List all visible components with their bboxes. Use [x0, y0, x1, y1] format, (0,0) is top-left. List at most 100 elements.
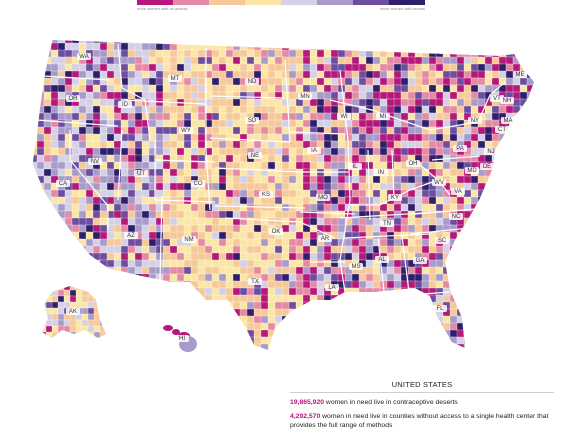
county-tile[interactable] — [106, 182, 116, 192]
county-tile[interactable] — [127, 336, 137, 347]
county-tile[interactable] — [491, 280, 501, 291]
county-tile[interactable] — [533, 84, 543, 95]
county-tile[interactable] — [309, 322, 319, 332]
county-tile[interactable] — [120, 280, 133, 293]
county-tile[interactable] — [274, 343, 285, 355]
county-tile[interactable] — [30, 63, 39, 73]
county-tile[interactable] — [477, 238, 488, 250]
county-tile[interactable] — [470, 245, 483, 257]
alaska-region-tile[interactable] — [99, 337, 109, 346]
county-tile[interactable] — [449, 42, 461, 54]
county-tile[interactable] — [337, 301, 349, 313]
county-tile[interactable] — [428, 322, 440, 333]
county-tile[interactable] — [372, 315, 383, 328]
alaska-region-tile[interactable] — [63, 337, 74, 345]
county-tile[interactable] — [512, 168, 524, 180]
county-tile[interactable] — [498, 182, 508, 193]
county-tile[interactable] — [106, 329, 116, 341]
county-tile[interactable] — [498, 140, 511, 152]
county-tile[interactable] — [163, 351, 171, 361]
county-tile[interactable] — [393, 294, 404, 308]
county-tile[interactable] — [120, 294, 131, 307]
county-tile[interactable] — [484, 196, 497, 210]
county-tile[interactable] — [519, 175, 530, 185]
county-tile[interactable] — [183, 308, 196, 318]
county-tile[interactable] — [232, 322, 244, 335]
county-tile[interactable] — [505, 175, 517, 188]
county-tile[interactable] — [162, 336, 176, 349]
county-tile[interactable] — [505, 36, 519, 45]
county-tile[interactable] — [393, 343, 403, 354]
county-tile[interactable] — [85, 98, 95, 108]
county-tile[interactable] — [330, 36, 340, 45]
county-tile[interactable] — [505, 301, 517, 311]
county-tile[interactable] — [533, 105, 542, 117]
county-tile[interactable] — [281, 322, 293, 335]
county-tile[interactable] — [309, 126, 319, 136]
county-tile[interactable] — [36, 217, 47, 228]
county-tile[interactable] — [197, 322, 207, 333]
county-tile[interactable] — [211, 36, 222, 46]
county-tile[interactable] — [155, 336, 167, 346]
county-tile[interactable] — [184, 351, 193, 359]
county-tile[interactable] — [442, 133, 452, 143]
county-tile[interactable] — [260, 343, 270, 355]
county-tile[interactable] — [50, 280, 60, 291]
county-tile[interactable] — [519, 196, 532, 209]
county-tile[interactable] — [519, 147, 530, 160]
county-tile[interactable] — [36, 273, 50, 285]
county-tile[interactable] — [351, 294, 361, 305]
county-tile[interactable] — [372, 322, 384, 333]
county-tile[interactable] — [113, 287, 124, 299]
county-tile[interactable] — [491, 273, 501, 283]
county-tile[interactable] — [373, 351, 384, 360]
county-tile[interactable] — [64, 343, 77, 353]
county-tile[interactable] — [344, 322, 355, 332]
county-tile[interactable] — [43, 224, 54, 236]
county-tile[interactable] — [456, 231, 466, 242]
county-tile[interactable] — [435, 336, 445, 348]
county-tile[interactable] — [211, 343, 224, 355]
county-tile[interactable] — [421, 336, 432, 349]
county-tile[interactable] — [148, 343, 160, 353]
county-tile[interactable] — [316, 315, 327, 328]
county-tile[interactable] — [519, 280, 530, 290]
county-tile[interactable] — [43, 245, 56, 258]
county-tile[interactable] — [106, 315, 118, 328]
county-tile[interactable] — [519, 140, 531, 151]
county-tile[interactable] — [358, 294, 369, 305]
county-tile[interactable] — [127, 273, 138, 286]
county-tile[interactable] — [533, 196, 545, 207]
county-tile[interactable] — [393, 315, 406, 327]
county-tile[interactable] — [478, 351, 487, 362]
county-tile[interactable] — [414, 322, 424, 333]
county-tile[interactable] — [127, 322, 140, 332]
county-tile[interactable] — [155, 343, 168, 355]
county-tile[interactable] — [519, 161, 529, 171]
county-tile[interactable] — [505, 238, 517, 248]
county-tile[interactable] — [316, 56, 326, 66]
county-tile[interactable] — [512, 308, 523, 320]
county-tile[interactable] — [254, 351, 264, 359]
county-tile[interactable] — [85, 336, 95, 349]
county-tile[interactable] — [386, 336, 397, 349]
county-tile[interactable] — [477, 336, 489, 346]
county-tile[interactable] — [484, 231, 494, 242]
county-tile[interactable] — [533, 217, 544, 230]
county-tile[interactable] — [302, 329, 313, 342]
county-tile[interactable] — [30, 70, 39, 80]
county-tile[interactable] — [386, 77, 396, 87]
county-tile[interactable] — [477, 259, 491, 269]
county-tile[interactable] — [330, 322, 343, 335]
county-tile[interactable] — [43, 98, 53, 108]
county-tile[interactable] — [106, 63, 116, 73]
county-tile[interactable] — [113, 336, 126, 347]
county-tile[interactable] — [519, 49, 529, 61]
county-tile[interactable] — [505, 42, 517, 52]
county-tile[interactable] — [442, 36, 455, 47]
county-tile[interactable] — [491, 203, 502, 215]
county-tile[interactable] — [477, 217, 487, 227]
county-tile[interactable] — [218, 301, 230, 311]
county-tile[interactable] — [183, 36, 196, 47]
county-tile[interactable] — [519, 308, 531, 319]
